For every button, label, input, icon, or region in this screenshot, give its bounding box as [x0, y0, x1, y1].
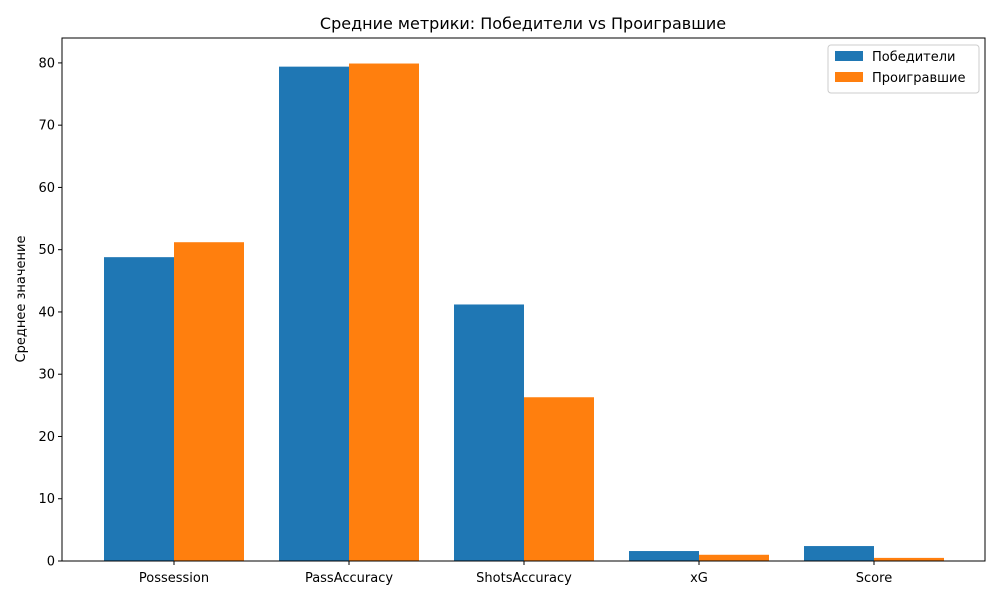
x-tick-label: xG — [690, 571, 708, 586]
x-tick-label: Score — [856, 571, 892, 586]
bar-passaccuracy-series-2 — [349, 63, 419, 562]
y-tick-label: 80 — [38, 56, 55, 71]
bar-score-series-1 — [804, 546, 874, 561]
chart-title: Средние метрики: Победители vs Проигравш… — [320, 14, 726, 33]
legend-label-1: Победители — [872, 50, 956, 65]
y-tick-label: 10 — [38, 492, 55, 507]
y-tick-label: 20 — [38, 430, 55, 445]
legend-label-2: Проигравшие — [872, 71, 965, 86]
bar-xg-series-1 — [629, 551, 699, 561]
x-tick-label: ShotsAccuracy — [476, 571, 572, 586]
y-tick-label: 0 — [47, 555, 55, 570]
legend: Победители Проигравшие — [827, 44, 980, 94]
x-tick-label: Possession — [139, 571, 209, 586]
bar-xg-series-2 — [699, 554, 769, 561]
legend-box — [827, 44, 980, 94]
bar-possession-series-1 — [104, 257, 174, 561]
y-axis-label: Среднее значение — [14, 236, 29, 363]
y-tick-label: 40 — [38, 305, 55, 320]
y-tick-label: 70 — [38, 119, 55, 134]
bar-possession-series-2 — [174, 242, 244, 561]
y-ticks: 0 10 20 30 40 50 60 70 80 — [38, 56, 62, 570]
x-tick-label: PassAccuracy — [305, 571, 393, 586]
bar-passaccuracy-series-1 — [279, 66, 349, 561]
plot-frame — [61, 37, 986, 562]
legend-swatch-2 — [835, 72, 863, 82]
y-tick-label: 30 — [38, 368, 55, 383]
legend-swatch-1 — [835, 51, 863, 61]
bar-shotsaccuracy-series-2 — [524, 397, 594, 561]
y-tick-label: 50 — [38, 243, 55, 258]
y-tick-label: 60 — [38, 181, 55, 196]
bar-shotsaccuracy-series-1 — [454, 304, 524, 561]
x-ticks: Possession PassAccuracy ShotsAccuracy xG Sco… — [139, 561, 892, 586]
bars-group — [104, 63, 944, 562]
bar-score-series-2 — [874, 557, 944, 561]
